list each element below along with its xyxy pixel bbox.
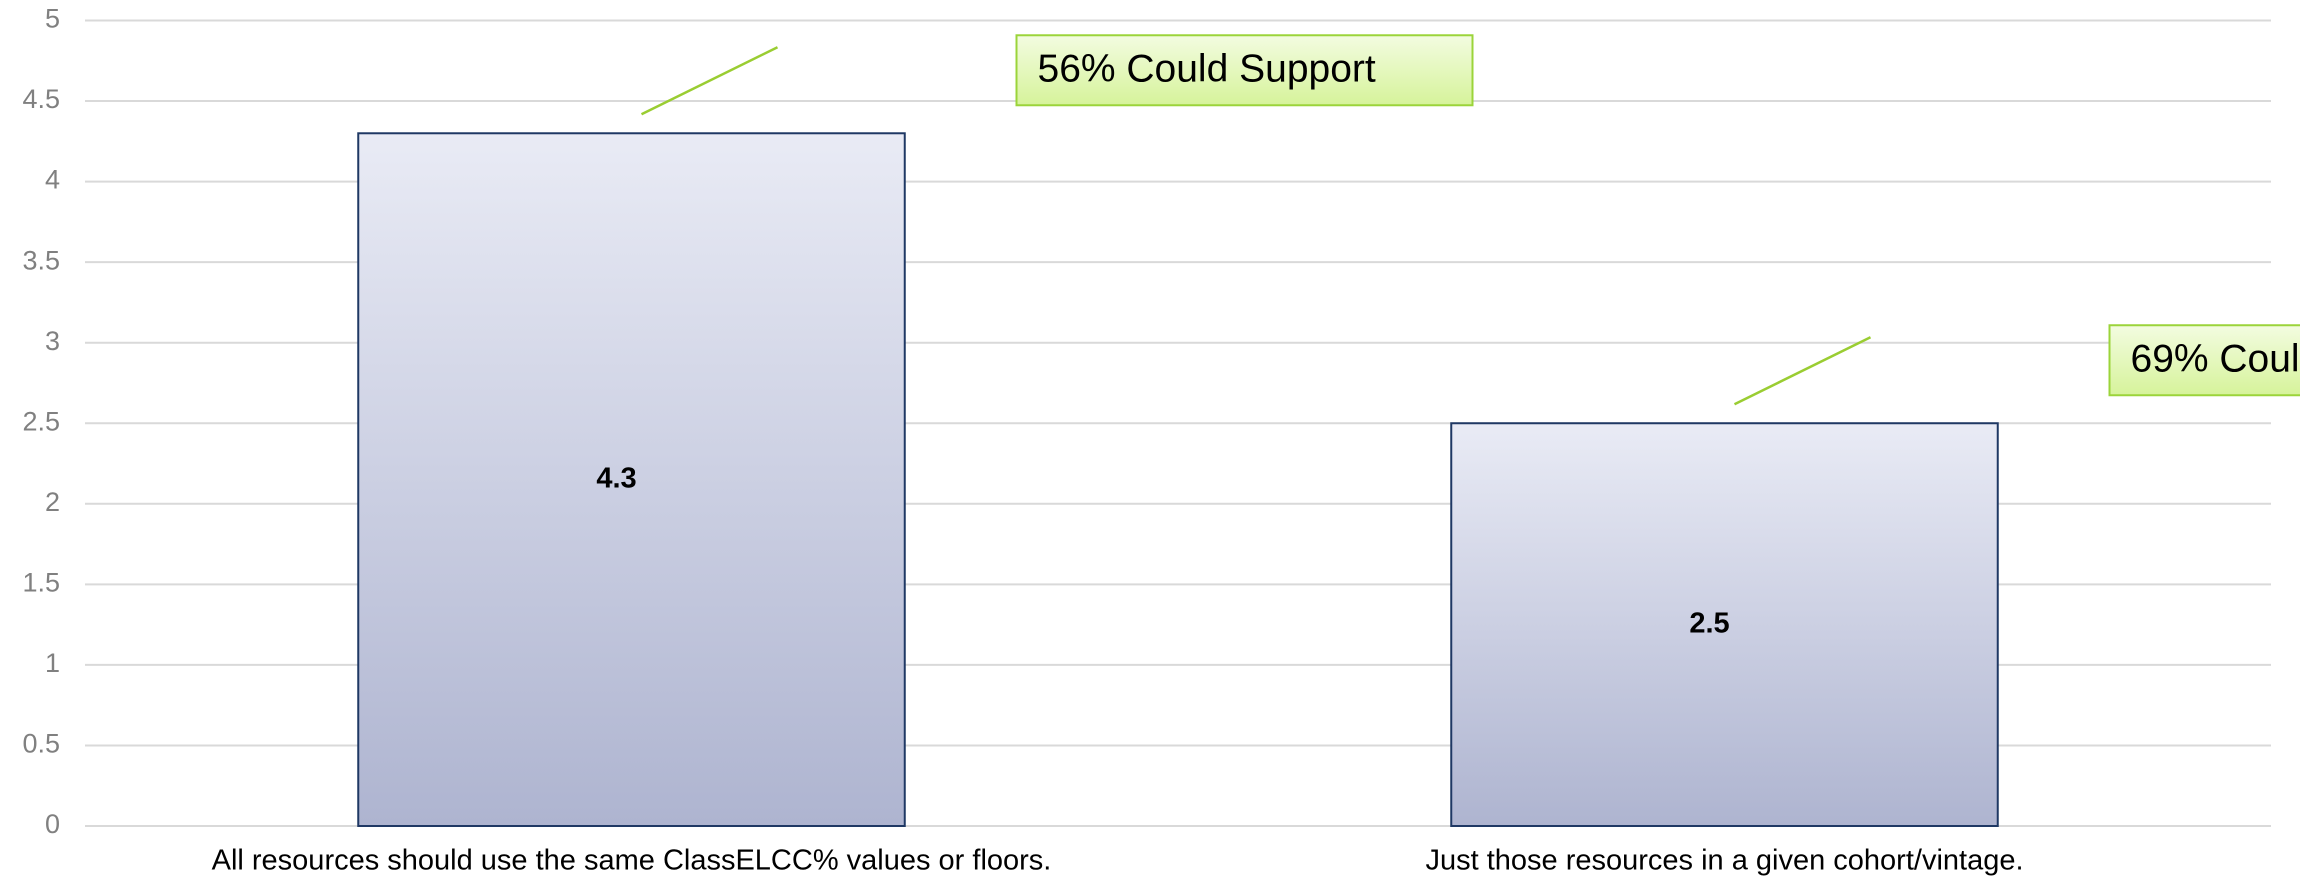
- y-tick-label: 0: [45, 809, 60, 839]
- bar: [1450, 422, 1999, 827]
- callout-box: [2108, 324, 2300, 397]
- annotation: 69% Could Support: [2131, 338, 2300, 381]
- y-tick-label: 4: [45, 165, 60, 195]
- callout-line: [640, 46, 779, 116]
- y-tick-label: 3.5: [22, 245, 60, 275]
- y-tick-label: 0.5: [22, 729, 60, 759]
- data-label: 2.5: [1689, 607, 1729, 639]
- x-tick-label: All resources should use the same ClassE…: [212, 845, 1052, 877]
- y-tick-label: 5: [45, 4, 60, 34]
- x-tick-label: Just those resources in a given cohort/v…: [1425, 845, 2023, 877]
- y-tick-label: 2: [45, 487, 60, 517]
- y-tick-label: 3: [45, 326, 60, 356]
- y-tick-label: 4.5: [22, 84, 60, 114]
- callout-box: [1015, 34, 1474, 107]
- bar: [357, 132, 906, 827]
- callout-line: [1733, 336, 1872, 406]
- y-tick-label: 1.5: [22, 567, 60, 597]
- y-tick-label: 1: [45, 648, 60, 678]
- data-label: 4.3: [596, 462, 636, 494]
- y-tick-label: 2.5: [22, 406, 60, 436]
- annotation: 56% Could Support: [1038, 48, 1376, 91]
